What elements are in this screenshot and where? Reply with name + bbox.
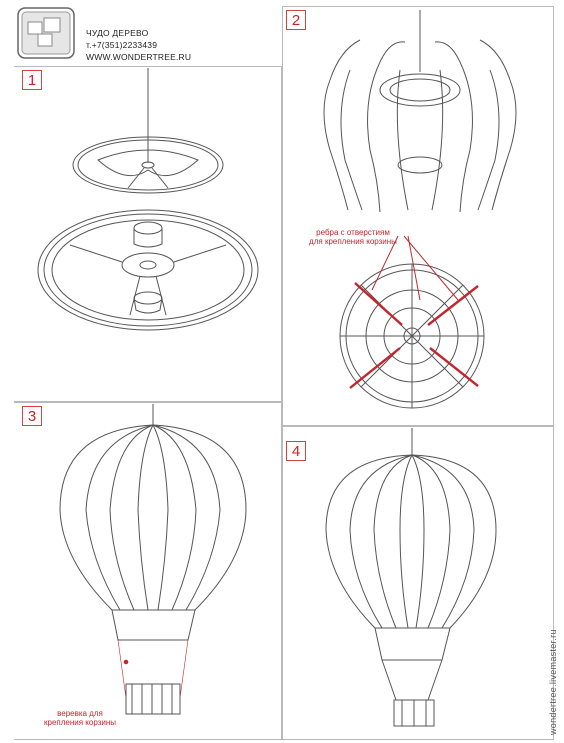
step-number-1: 1 (22, 70, 42, 90)
step-3-annotation-line-2: крепления корзины (44, 718, 116, 727)
step-2-annotation-line-2: для крепления корзины (309, 237, 397, 246)
step-2-annotation: ребра с отверстиям для крепления корзины (296, 228, 410, 246)
panel-4 (282, 426, 554, 740)
panel-3 (14, 402, 282, 740)
company-name: ЧУДО ДЕРЕВО (86, 28, 149, 38)
phone: т.+7(351)2233439 (86, 40, 158, 50)
step-number-2: 2 (286, 10, 306, 30)
side-url: wondertree.livemaster.ru (548, 629, 558, 735)
panel-1 (14, 66, 282, 402)
panel-2 (282, 6, 554, 426)
step-2-annotation-line-1: ребра с отверстиям (316, 228, 390, 237)
step-number-3: 3 (22, 406, 42, 426)
step-3-annotation: веревка для крепления корзины (40, 709, 120, 727)
step-number-4: 4 (286, 441, 306, 461)
step-3-annotation-line-1: веревка для (57, 709, 103, 718)
website: WWW.WONDERTREE.RU (86, 52, 192, 62)
